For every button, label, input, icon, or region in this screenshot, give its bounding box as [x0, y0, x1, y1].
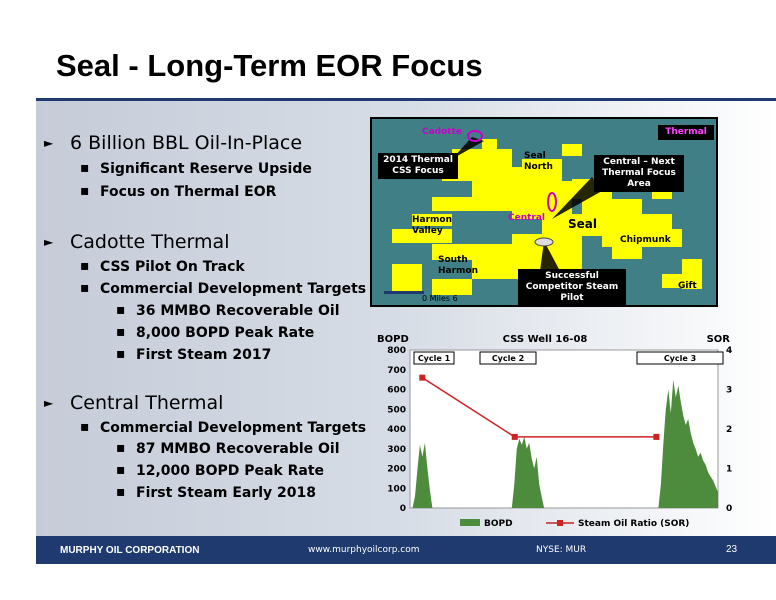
bullet-central-targets: Commercial Development Targets: [80, 419, 366, 436]
cycle-label-0: Cycle 1: [418, 354, 451, 363]
title-divider: [36, 98, 776, 101]
central-outline: [547, 192, 557, 212]
bullet-central-steam: First Steam Early 2018: [116, 484, 316, 501]
map-scale-label: 0 Miles 6: [422, 294, 458, 303]
y-tick-right-2: 2: [726, 425, 732, 435]
y-tick-left-8: 800: [387, 346, 406, 356]
bullet-thermal-focus: Focus on Thermal EOR: [80, 183, 276, 200]
map-callout-central-next: Central – Next Thermal Focus Area: [594, 155, 684, 192]
sor-point-0: [419, 374, 426, 381]
css-well-chart-svg: CSS Well 16-08 BOPD SOR 0 100 200 300 400 500…: [377, 334, 732, 529]
bullet-central-thermal: Central Thermal: [44, 392, 224, 414]
chart-title: CSS Well 16-08: [503, 334, 588, 345]
bullet-cadotte-oil: 36 MMBO Recoverable Oil: [116, 302, 339, 319]
map-label-south-harmon: South Harmon: [438, 255, 479, 276]
chart-ylabel-left: BOPD: [377, 334, 409, 345]
chart-ylabel-right: SOR: [707, 334, 731, 345]
map-label-central: Central: [508, 213, 546, 223]
bullet-central-peak: 12,000 BOPD Peak Rate: [116, 462, 324, 479]
map-label-thermal: Thermal: [658, 125, 714, 140]
cycle-label-2: Cycle 3: [664, 354, 696, 363]
css-well-chart: CSS Well 16-08 BOPD SOR 0 100 200 300 400 500…: [370, 330, 750, 535]
page-number: 23: [726, 544, 738, 555]
y-tick-right-1: 1: [726, 465, 732, 475]
y-tick-left-1: 100: [387, 484, 406, 494]
footer-bar: MURPHY OIL CORPORATION www.murphyoilcorp…: [36, 536, 776, 564]
map-label-cadotte: Cadotte: [422, 127, 463, 137]
map-callout-competitor-pilot: Successful Competitor Steam Pilot: [518, 269, 626, 305]
y-tick-right-0: 0: [726, 504, 732, 514]
map-label-seal: Seal: [568, 217, 597, 231]
bopd-area: [410, 379, 718, 508]
footer-url[interactable]: www.murphyoilcorp.com: [308, 545, 420, 555]
cycle-box-0: [413, 351, 455, 365]
map-label-seal-north: Seal North: [524, 151, 553, 172]
scale-bar: [384, 291, 424, 294]
bullet-cadotte-peak: 8,000 BOPD Peak Rate: [116, 324, 314, 341]
legend-sor-marker: [557, 520, 563, 526]
sor-point-2: [653, 433, 660, 440]
pilot-marker: [534, 237, 554, 247]
map-label-chipmunk: Chipmunk: [620, 235, 671, 245]
bullet-oil-in-place: 6 Billion BBL Oil-In-Place: [44, 132, 302, 154]
map-label-harmon-valley: Harmon Valley: [412, 215, 453, 236]
y-tick-right-3: 3: [726, 386, 732, 396]
seal-area-map: Cadotte Thermal 2014 Thermal CSS Focus S…: [370, 117, 718, 307]
cycle-box-1: [479, 351, 537, 365]
bullet-cadotte-targets: Commercial Development Targets: [80, 280, 366, 297]
page-title: Seal - Long-Term EOR Focus: [56, 48, 483, 83]
bullet-css-pilot: CSS Pilot On Track: [80, 258, 245, 275]
legend-sor-label: Steam Oil Ratio (SOR): [578, 519, 689, 529]
cycle-label-1: Cycle 2: [492, 354, 524, 363]
bullet-cadotte-steam: First Steam 2017: [116, 346, 271, 363]
footer-company: MURPHY OIL CORPORATION: [60, 545, 200, 556]
cadotte-outline: [467, 130, 483, 142]
legend-bopd-label: BOPD: [484, 519, 513, 529]
cycle-box-2: [636, 351, 724, 365]
bullet-cadotte-thermal: Cadotte Thermal: [44, 231, 230, 253]
map-label-gift: Gift: [678, 281, 697, 291]
footer-ticker: NYSE: MUR: [536, 545, 587, 555]
y-tick-left-3: 300: [387, 445, 406, 455]
y-tick-left-5: 500: [387, 405, 406, 415]
y-tick-left-7: 700: [387, 366, 406, 376]
y-tick-right-4: 4: [726, 346, 732, 356]
y-tick-left-6: 600: [387, 386, 406, 396]
y-tick-left-4: 400: [387, 425, 406, 435]
sor-point-1: [511, 433, 518, 440]
y-tick-left-2: 200: [387, 465, 406, 475]
legend-bopd-swatch: [460, 519, 480, 526]
map-callout-css-focus: 2014 Thermal CSS Focus: [378, 153, 458, 179]
bullet-reserve-upside: Significant Reserve Upside: [80, 160, 312, 177]
bullet-central-oil: 87 MMBO Recoverable Oil: [116, 440, 339, 457]
y-tick-left-0: 0: [400, 504, 406, 514]
